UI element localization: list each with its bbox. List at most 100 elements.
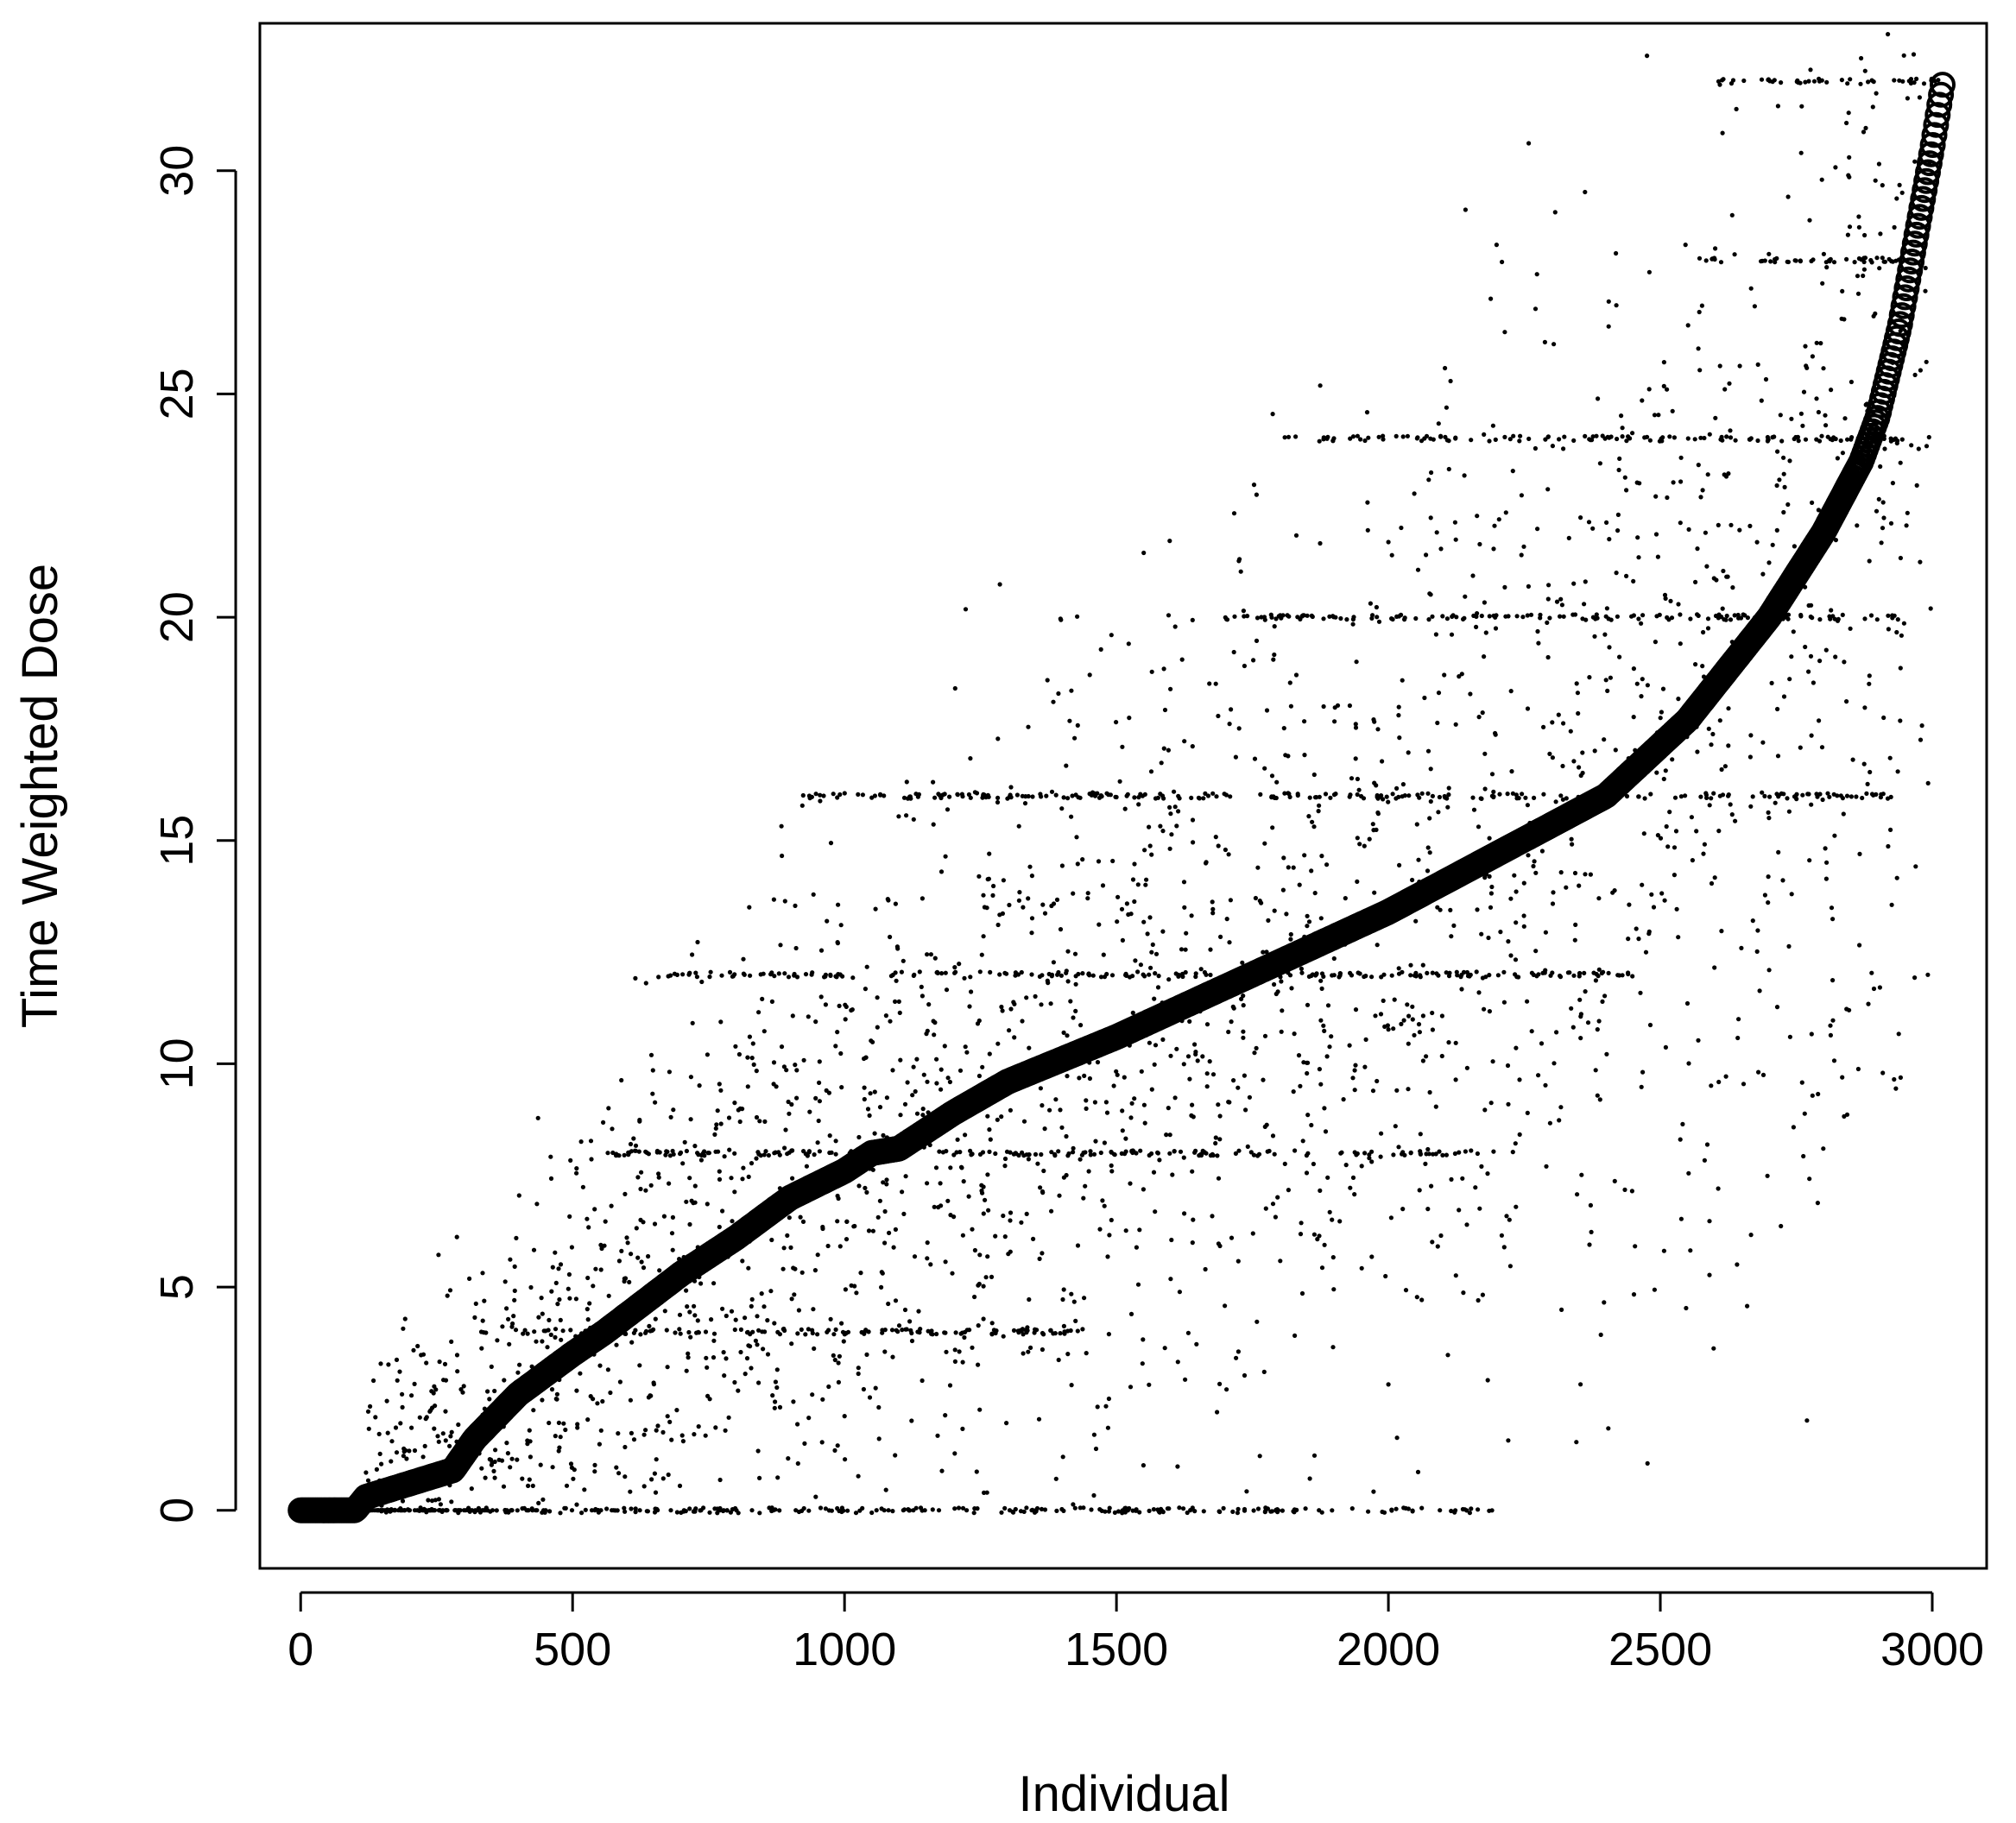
data-dot bbox=[1316, 809, 1321, 814]
data-dot bbox=[837, 792, 843, 798]
data-dot bbox=[1614, 250, 1619, 256]
data-dot bbox=[680, 1439, 686, 1444]
data-dot bbox=[1144, 877, 1149, 882]
data-dot bbox=[793, 1063, 798, 1068]
data-dot bbox=[1232, 614, 1237, 619]
data-dot bbox=[1491, 1149, 1496, 1154]
data-dot bbox=[1898, 718, 1903, 723]
data-dot bbox=[1498, 930, 1503, 935]
data-dot bbox=[1801, 1153, 1806, 1159]
data-dot bbox=[664, 1328, 669, 1333]
data-dot bbox=[1298, 1083, 1303, 1088]
data-dot bbox=[1413, 918, 1419, 924]
data-dot bbox=[368, 1404, 373, 1409]
data-dot bbox=[1899, 633, 1904, 638]
data-dot bbox=[489, 1364, 494, 1369]
data-dot bbox=[1061, 1323, 1066, 1328]
data-dot bbox=[861, 1386, 867, 1392]
data-dot bbox=[696, 1424, 701, 1429]
data-dot bbox=[750, 1329, 755, 1334]
data-dot bbox=[897, 1010, 902, 1015]
data-dot bbox=[1655, 833, 1660, 838]
data-dot bbox=[1725, 574, 1730, 579]
data-dot bbox=[1425, 1207, 1431, 1212]
data-dot bbox=[1678, 479, 1684, 484]
data-dot bbox=[944, 987, 950, 993]
curve-point bbox=[1893, 275, 1920, 301]
data-dot bbox=[917, 969, 922, 975]
data-dot bbox=[1856, 255, 1861, 262]
data-dot bbox=[1640, 882, 1645, 887]
data-dot bbox=[1378, 1154, 1383, 1159]
data-dot bbox=[754, 1156, 759, 1161]
data-dot bbox=[652, 1471, 658, 1476]
data-dot bbox=[988, 1137, 993, 1142]
data-dot bbox=[1291, 1089, 1296, 1094]
data-dot bbox=[813, 1494, 818, 1499]
data-dot bbox=[624, 1235, 629, 1240]
data-dot bbox=[986, 876, 991, 881]
data-dot bbox=[893, 901, 898, 906]
data-dot bbox=[1602, 737, 1607, 742]
x-tick-label: 3000 bbox=[1880, 1624, 1984, 1675]
data-dot bbox=[964, 1050, 970, 1055]
data-dot bbox=[1147, 824, 1152, 829]
data-dot bbox=[1386, 1027, 1391, 1032]
data-dot bbox=[968, 756, 973, 761]
data-dot bbox=[1526, 141, 1532, 146]
data-dot bbox=[1082, 1073, 1087, 1078]
data-dot bbox=[1056, 691, 1061, 697]
data-dot bbox=[1874, 508, 1880, 514]
data-dot bbox=[1213, 1135, 1218, 1140]
data-dot bbox=[1716, 829, 1722, 834]
data-dot bbox=[1526, 853, 1531, 858]
data-dot bbox=[1446, 1040, 1451, 1045]
data-dot bbox=[1646, 269, 1652, 274]
data-dot bbox=[1695, 612, 1700, 617]
data-dot bbox=[876, 1436, 882, 1441]
data-dot bbox=[688, 1117, 693, 1122]
data-dot bbox=[1774, 527, 1779, 533]
data-dot bbox=[1494, 613, 1499, 618]
data-dot bbox=[1190, 744, 1195, 749]
data-dot bbox=[526, 1483, 531, 1488]
data-dot bbox=[1253, 895, 1258, 901]
data-dot bbox=[1912, 372, 1918, 377]
data-dot bbox=[1913, 864, 1918, 869]
data-dot bbox=[835, 795, 840, 800]
data-dot bbox=[1383, 1273, 1388, 1279]
data-dot bbox=[1640, 398, 1645, 403]
data-dot bbox=[1547, 615, 1552, 621]
data-dot bbox=[1667, 434, 1672, 439]
data-dot bbox=[1254, 1319, 1260, 1324]
data-dot bbox=[1672, 795, 1678, 800]
data-dot bbox=[1602, 632, 1608, 637]
data-dot bbox=[1358, 437, 1363, 442]
data-dot bbox=[656, 975, 661, 980]
data-dot bbox=[1039, 1002, 1044, 1007]
data-dot bbox=[845, 1508, 850, 1513]
data-dot bbox=[842, 791, 847, 796]
data-dot bbox=[1489, 772, 1495, 777]
data-dot bbox=[995, 922, 1001, 928]
data-dot bbox=[654, 1428, 659, 1433]
data-dot bbox=[1686, 1170, 1691, 1176]
data-dot bbox=[1183, 947, 1188, 952]
data-dot bbox=[1379, 793, 1384, 798]
data-dot bbox=[628, 1397, 634, 1403]
data-dot bbox=[933, 1165, 939, 1170]
data-dot bbox=[1637, 481, 1642, 486]
data-dot bbox=[1862, 68, 1867, 73]
data-dot bbox=[1899, 190, 1905, 195]
data-dot bbox=[1120, 744, 1125, 749]
data-dot bbox=[1425, 791, 1431, 796]
data-dot bbox=[637, 1363, 642, 1368]
data-dot bbox=[979, 1183, 984, 1188]
data-dot bbox=[1750, 918, 1755, 924]
data-dot bbox=[1071, 891, 1076, 896]
data-dot bbox=[1172, 789, 1177, 794]
data-dot bbox=[1204, 1071, 1210, 1076]
data-dot bbox=[795, 1422, 800, 1427]
data-dot bbox=[840, 974, 845, 979]
data-dot bbox=[1040, 1330, 1046, 1336]
